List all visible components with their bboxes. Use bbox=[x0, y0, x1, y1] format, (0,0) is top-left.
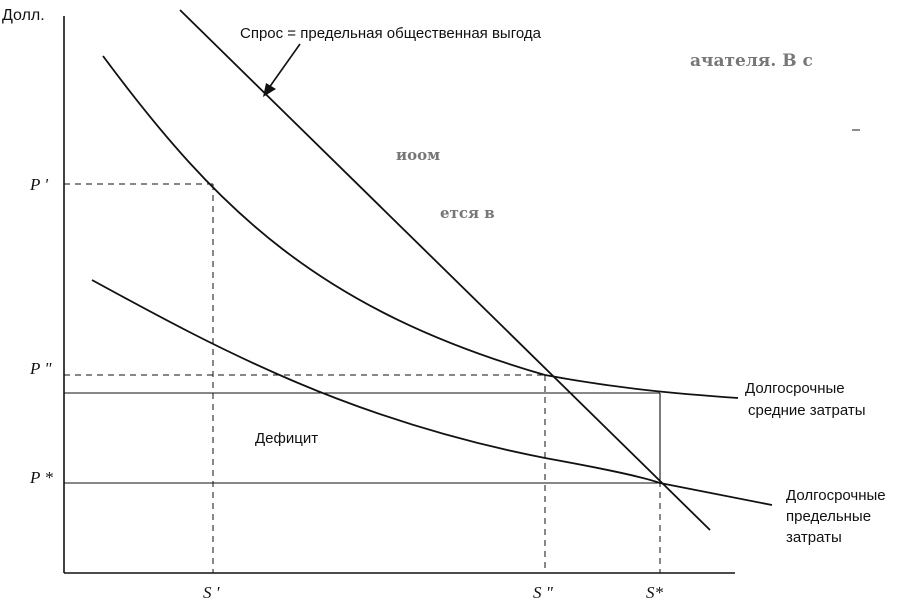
demand-arrow-line bbox=[265, 43, 301, 93]
marginal-cost-label-line3: затраты bbox=[786, 529, 842, 546]
faded-text-1: ачателя. В с bbox=[690, 51, 813, 71]
y-tick-p2: P " bbox=[29, 359, 52, 378]
average-cost-curve bbox=[102, 55, 739, 399]
deficit-label: Дефицит bbox=[255, 430, 318, 447]
y-tick-p1: P ' bbox=[29, 175, 48, 194]
y-axis-label: Долл. bbox=[2, 7, 45, 24]
x-tick-s1: S ' bbox=[203, 583, 220, 602]
demand-curve bbox=[179, 9, 711, 531]
faded-text-2: иоом bbox=[396, 146, 440, 164]
faded-text-3: ется в bbox=[440, 204, 495, 222]
demand-label: Спрос = предельная общественная выгода bbox=[240, 25, 542, 42]
marginal-cost-curve bbox=[91, 279, 773, 506]
x-tick-sstar: S* bbox=[646, 583, 664, 602]
marginal-cost-label-line2: предельные bbox=[786, 508, 871, 525]
marginal-cost-label-line1: Долгосрочные bbox=[786, 487, 886, 504]
average-cost-label-line2: средние затраты bbox=[748, 402, 866, 419]
x-tick-s2: S " bbox=[533, 583, 554, 602]
average-cost-label-line1: Долгосрочные bbox=[745, 380, 845, 397]
demand-arrow-head bbox=[263, 83, 276, 97]
y-tick-pstar: P * bbox=[29, 468, 53, 487]
